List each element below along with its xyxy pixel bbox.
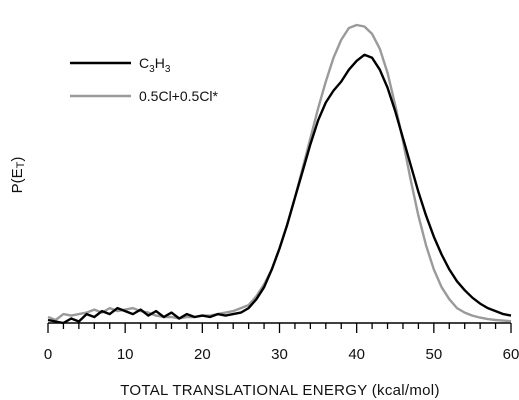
legend-label-c3h3: C3H3 (139, 55, 171, 75)
x-tick-labels: 0 10 20 30 40 50 60 (44, 346, 519, 363)
series-layer (47, 23, 512, 325)
legend-label-cl: 0.5Cl+0.5Cl* (139, 88, 219, 104)
y-axis-label: P(ET) (9, 157, 27, 194)
x-ticks (47, 323, 512, 333)
legend: C3H3 0.5Cl+0.5Cl* (70, 55, 219, 104)
x-tick-label: 30 (271, 346, 288, 363)
x-tick-label: 50 (425, 346, 442, 363)
series-line-c3h3 (47, 53, 512, 325)
x-tick-label: 0 (44, 346, 52, 363)
x-tick-label: 60 (503, 346, 519, 363)
x-axis-label: TOTAL TRANSLATIONAL ENERGY (kcal/mol) (120, 382, 440, 399)
x-tick-label: 10 (117, 346, 134, 363)
x-tick-label: 20 (194, 346, 211, 363)
x-tick-label: 40 (348, 346, 365, 363)
series-line-cl (47, 23, 512, 323)
